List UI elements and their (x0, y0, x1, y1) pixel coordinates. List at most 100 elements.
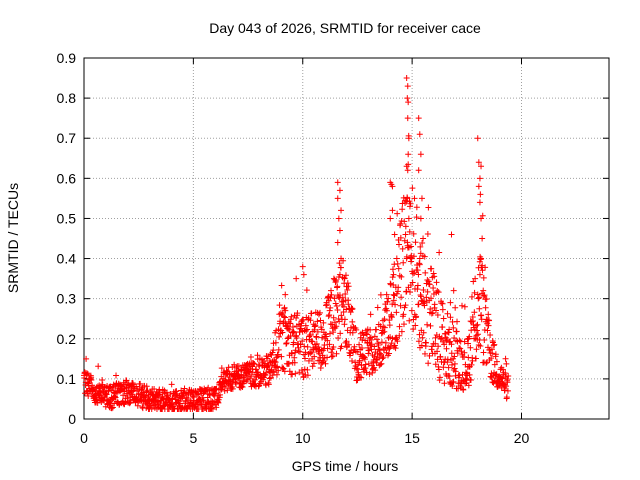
y-tick-label: 0.5 (57, 210, 77, 226)
data-point (336, 271, 343, 278)
data-point (298, 325, 305, 332)
data-point (367, 326, 374, 333)
data-point (366, 371, 373, 378)
data-point (275, 367, 282, 374)
data-point (316, 309, 323, 316)
data-point (450, 324, 457, 331)
data-point (403, 163, 410, 170)
data-point (472, 355, 479, 362)
data-point (285, 325, 292, 332)
data-point (424, 288, 431, 295)
data-point (118, 382, 125, 389)
data-point (394, 210, 401, 217)
data-point (324, 354, 331, 361)
data-point (493, 358, 500, 365)
data-point (354, 377, 361, 384)
data-point (378, 330, 385, 337)
data-point (278, 353, 285, 360)
data-point (475, 159, 482, 166)
data-point (390, 271, 397, 278)
data-point (398, 294, 405, 301)
data-point (112, 394, 119, 401)
data-point (467, 344, 474, 351)
data-point (413, 204, 420, 211)
data-point (448, 231, 455, 238)
data-point (435, 366, 442, 373)
data-point (479, 267, 486, 274)
data-point (320, 319, 327, 326)
data-point (415, 301, 422, 308)
data-point (476, 305, 483, 312)
data-point (379, 317, 386, 324)
data-point (289, 323, 296, 330)
data-point (416, 255, 423, 262)
data-point (444, 336, 451, 343)
data-point (163, 389, 170, 396)
data-point (302, 322, 309, 329)
data-point (404, 195, 411, 202)
data-point (381, 316, 388, 323)
data-point (338, 343, 345, 350)
data-point (420, 329, 427, 336)
data-point (478, 312, 485, 319)
data-point (148, 405, 155, 412)
data-point (279, 364, 286, 371)
data-point (415, 338, 422, 345)
data-point (387, 280, 394, 287)
data-point (303, 287, 310, 294)
data-point (405, 99, 412, 106)
data-point (349, 318, 356, 325)
data-point (266, 375, 273, 382)
y-tick-label: 0.1 (57, 371, 77, 387)
data-point (378, 339, 385, 346)
data-point (437, 353, 444, 360)
data-point (435, 343, 442, 350)
data-point (468, 318, 475, 325)
data-point (480, 292, 487, 299)
data-point (291, 329, 297, 336)
data-point (243, 378, 250, 385)
x-tick-label: 20 (514, 430, 530, 446)
data-point (494, 383, 501, 390)
data-point (406, 203, 413, 210)
data-point (421, 350, 428, 357)
x-tick-label: 0 (80, 430, 88, 446)
data-point (282, 291, 289, 298)
data-point (363, 331, 370, 338)
data-point (247, 375, 254, 382)
data-point (333, 302, 340, 309)
data-point (321, 341, 328, 348)
data-point (281, 313, 288, 320)
data-point (325, 297, 332, 304)
data-point (90, 385, 97, 392)
data-point (432, 334, 439, 341)
data-point (465, 382, 472, 389)
data-point (255, 383, 262, 390)
data-point (247, 353, 254, 360)
data-point (438, 300, 445, 307)
data-point (397, 220, 404, 227)
data-point (273, 364, 280, 371)
data-point (347, 350, 354, 357)
data-point (126, 400, 133, 407)
data-point (475, 295, 482, 302)
data-point (439, 324, 446, 331)
data-point (433, 307, 440, 314)
data-point (410, 230, 417, 237)
chart-title: Day 043 of 2026, SRMTID for receiver cac… (209, 20, 481, 36)
data-point (363, 330, 370, 337)
data-point (476, 199, 483, 206)
data-point (389, 335, 396, 342)
data-point (421, 253, 428, 260)
data-point (426, 281, 433, 288)
data-point (416, 260, 423, 267)
data-point (383, 307, 390, 314)
data-point (435, 289, 442, 296)
data-point (396, 323, 403, 330)
data-point (336, 227, 343, 234)
data-point (439, 300, 446, 307)
data-point (409, 185, 416, 192)
data-point (336, 187, 343, 194)
data-point (403, 288, 410, 295)
data-point (274, 351, 281, 358)
